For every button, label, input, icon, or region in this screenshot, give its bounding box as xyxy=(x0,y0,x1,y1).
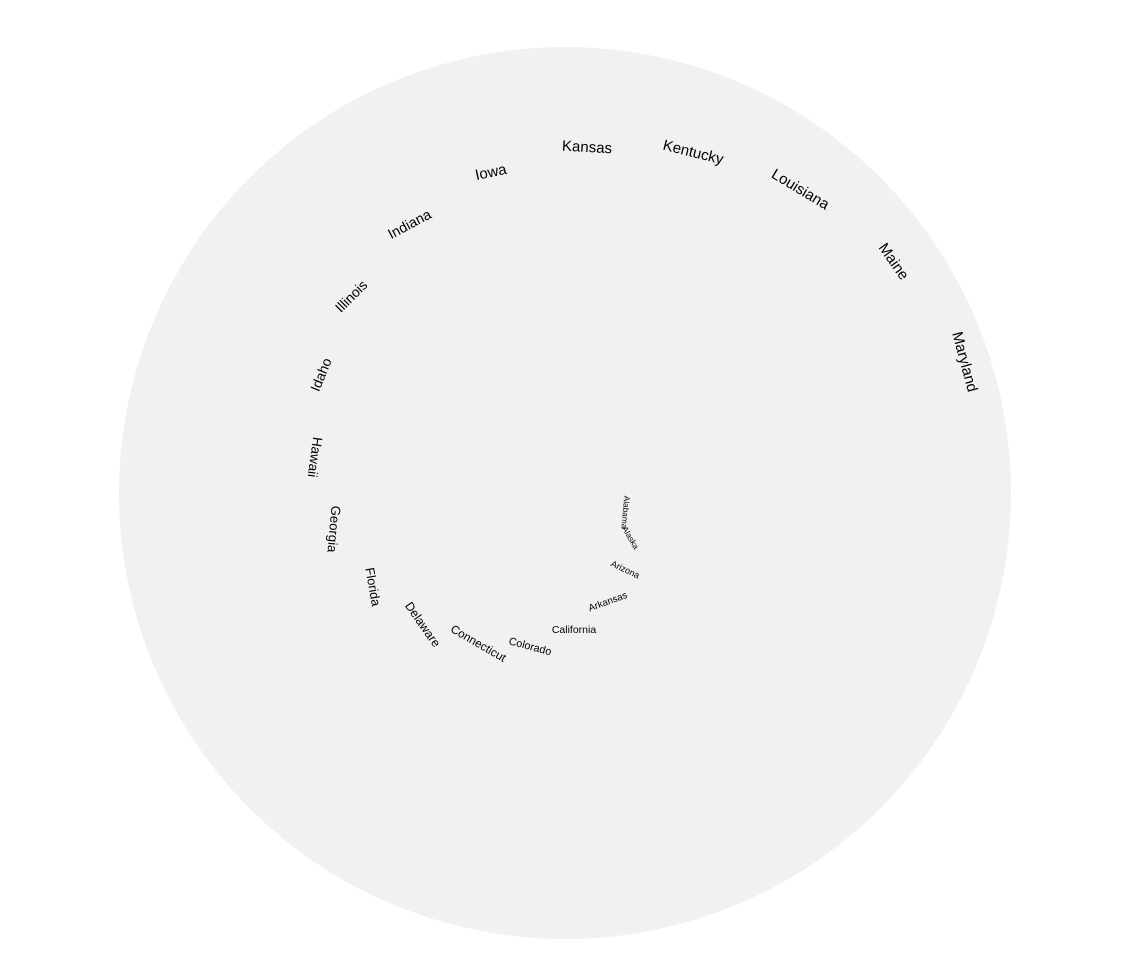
spiral-label: Hawaii xyxy=(305,436,325,478)
spiral-label: Georgia xyxy=(324,505,343,554)
spiral-label: Florida xyxy=(362,566,384,608)
spiral-label: Iowa xyxy=(474,161,509,184)
spiral-label: California xyxy=(552,624,597,636)
spiral-label: Alabama xyxy=(619,495,631,529)
background-disc xyxy=(119,47,1011,939)
spiral-label: Kansas xyxy=(562,138,613,158)
